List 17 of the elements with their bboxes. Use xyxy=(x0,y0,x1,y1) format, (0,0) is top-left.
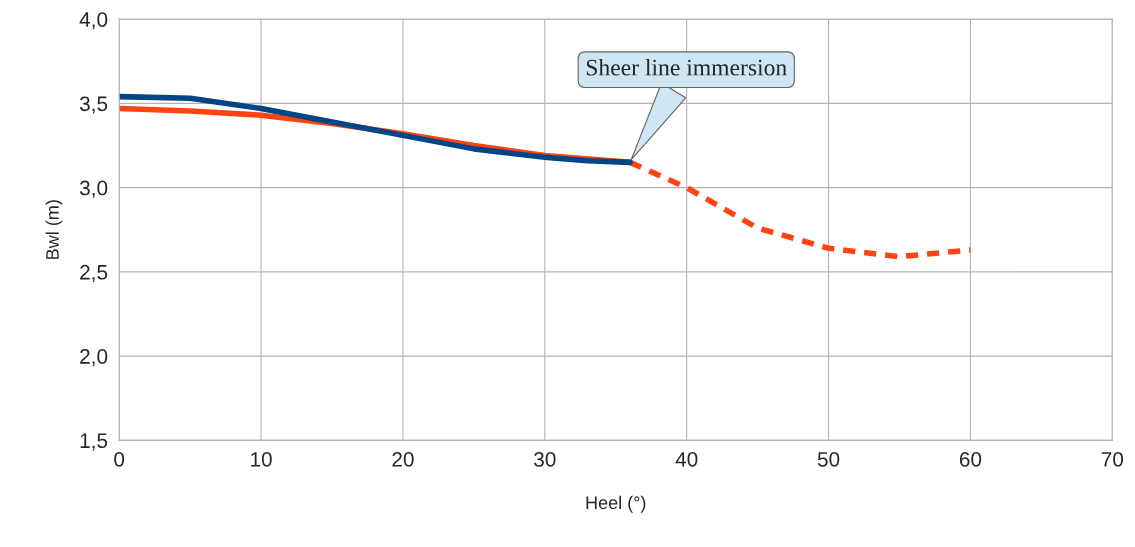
y-tick-label: 2,0 xyxy=(80,349,108,367)
x-tick-label: 10 xyxy=(251,452,272,467)
x-tick-label: 50 xyxy=(817,452,840,467)
x-tick-label: 20 xyxy=(392,452,414,467)
x-axis-title: Heel (°) xyxy=(586,495,646,513)
y-tick-label: 3,0 xyxy=(79,180,108,198)
x-tick-label: 60 xyxy=(959,452,982,467)
y-axis-title: Bwl (m) xyxy=(45,200,63,259)
x-tick-label: 70 xyxy=(1101,452,1124,467)
y-tick-label: 3,5 xyxy=(79,96,108,114)
annotation: Sheer line immersion xyxy=(586,58,787,76)
y-tick-label: 1,5 xyxy=(80,433,108,451)
x-tick-label: 0 xyxy=(114,452,125,467)
x-tick-label: 30 xyxy=(534,452,556,467)
x-tick-label: 40 xyxy=(675,452,698,467)
y-tick-label: 4,0 xyxy=(79,12,108,30)
y-tick-label: 2,5 xyxy=(80,264,108,283)
